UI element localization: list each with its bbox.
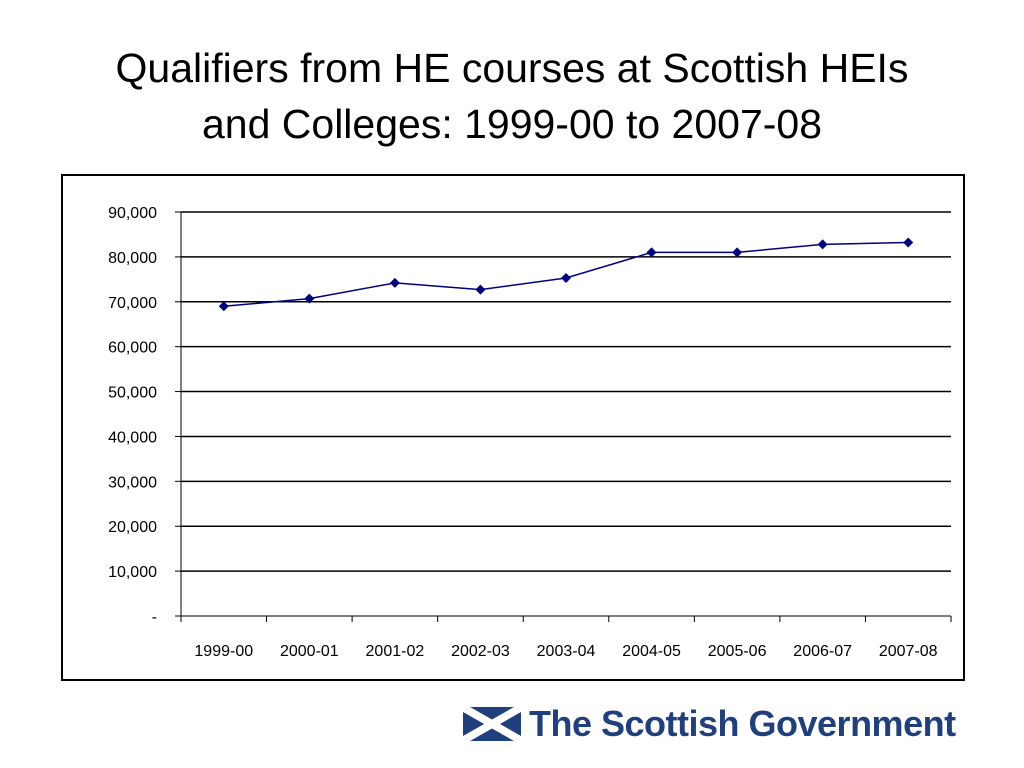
- y-tick-label-9: 90,000: [108, 205, 157, 222]
- logo-wordmark: The Scottish Government: [529, 703, 956, 744]
- data-point-1999-00: [218, 301, 229, 312]
- data-point-2002-03: [475, 284, 486, 295]
- x-tick-label-1: 2000-01: [280, 643, 339, 660]
- slide-title-line-2: and Colleges: 1999-00 to 2007-08: [201, 101, 823, 147]
- y-tick-label-8: 80,000: [108, 250, 157, 267]
- data-point-2007-08: [903, 237, 914, 248]
- x-tick-label-0: 1999-00: [194, 643, 253, 660]
- x-tick-label-4: 2003-04: [537, 643, 596, 660]
- data-point-2003-04: [561, 272, 571, 283]
- chart-frame: - 10,000 20,000 30,000 40,000 50,000 60,000 70,…: [61, 174, 965, 681]
- x-tick-label-2: 2001-02: [366, 643, 425, 660]
- data-point-2004-05: [646, 247, 657, 258]
- y-tick-label-1: 10,000: [108, 564, 157, 581]
- data-point-2000-01: [304, 293, 315, 304]
- x-tick-label-7: 2006-07: [793, 643, 852, 660]
- y-tick-label-4: 40,000: [108, 429, 157, 446]
- slide-title: Qualifiers from HE courses at Scottish H…: [0, 40, 1024, 152]
- y-tick-label-3: 30,000: [108, 474, 157, 491]
- slide-title-line-1: Qualifiers from HE courses at Scottish H…: [115, 45, 909, 91]
- y-tick-label-5: 50,000: [108, 385, 157, 402]
- x-tick-label-3: 2002-03: [451, 643, 510, 660]
- data-point-2005-06: [732, 247, 743, 258]
- y-tick-label-0: -: [152, 609, 157, 626]
- scottish-government-logo: The Scottish Government: [463, 700, 983, 750]
- y-tick-label-7: 70,000: [108, 295, 157, 312]
- data-point-2001-02: [389, 277, 400, 288]
- y-tick-label-6: 60,000: [108, 340, 157, 357]
- line-chart: - 10,000 20,000 30,000 40,000 50,000 60,000 70,…: [108, 205, 952, 660]
- x-tick-label-8: 2007-08: [879, 643, 938, 660]
- data-point-2006-07: [817, 239, 828, 250]
- x-tick-label-6: 2005-06: [708, 643, 767, 660]
- x-tick-label-5: 2004-05: [622, 643, 681, 660]
- saltire-flag-icon: [463, 707, 521, 741]
- y-tick-label-2: 20,000: [108, 519, 157, 536]
